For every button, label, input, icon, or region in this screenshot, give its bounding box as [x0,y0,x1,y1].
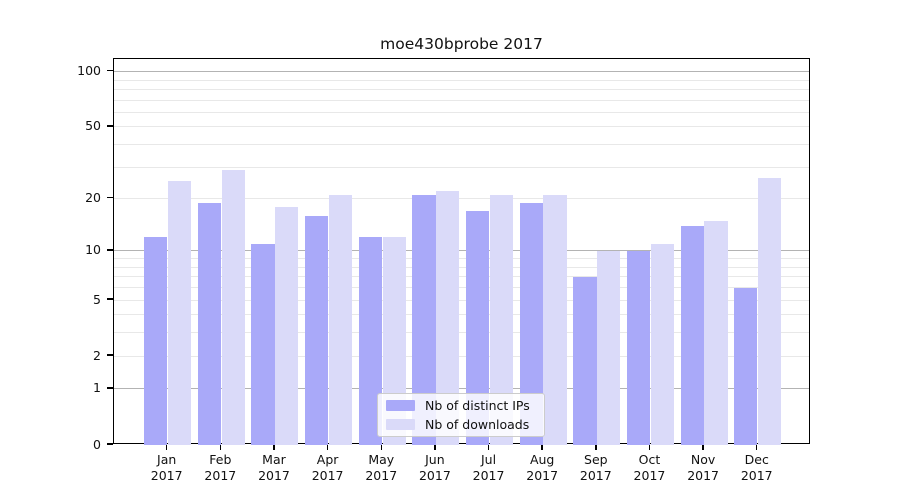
gridline-major-1 [114,388,809,390]
x-tick-label-oct: Oct 2017 [633,452,666,483]
y-tick-label-10: 10 [85,242,101,258]
legend-label-distinct-ips: Nb of distinct IPs [425,398,530,413]
y-tick-5 [107,298,113,300]
x-tick-jan [165,444,168,450]
bar-downloads-oct [650,243,674,445]
bar-downloads-apr [328,194,353,445]
x-tick-label-sep: Sep 2017 [579,452,612,483]
x-tick-label-may: May 2017 [365,452,398,483]
plot-area [113,58,810,445]
gridline-minor-7 [114,276,809,278]
y-tick-label-5: 5 [93,291,101,307]
bar-downloads-nov [704,220,728,445]
x-tick-may [380,444,382,450]
gridline-minor-8 [114,266,809,268]
y-tick-1 [107,387,113,389]
gridline-minor-30 [114,166,809,168]
bar-downloads-jan [168,181,192,445]
bar-distinct-ips-dec [734,287,758,445]
legend-item-downloads: Nb of downloads [386,417,534,432]
x-tick-label-jul: Jul 2017 [472,452,505,483]
gridline-minor-6 [114,287,809,289]
x-tick-label-apr: Apr 2017 [311,452,344,483]
bar-distinct-ips-may [358,237,382,445]
x-tick-mar [273,444,275,450]
y-tick-20 [107,196,113,199]
x-tick-dec [755,444,758,450]
x-tick-nov [702,444,704,450]
gridline-minor-9 [114,258,809,260]
bar-distinct-ips-jan [144,237,168,445]
legend-swatch-distinct-ips-icon [386,400,415,411]
gridline-minor-40 [114,144,809,146]
y-tick-label-1: 1 [93,380,101,396]
x-tick-label-dec: Dec 2017 [740,452,773,483]
x-tick-jun [434,444,436,450]
gridline-minor-50 [114,126,809,128]
x-tick-label-aug: Aug 2017 [526,452,559,483]
gridline-minor-60 [114,111,809,113]
x-tick-label-jun: Jun 2017 [418,452,451,483]
bar-distinct-ips-mar [251,243,275,445]
gridline-major-100 [114,71,809,73]
bar-downloads-jul [489,194,514,445]
bar-distinct-ips-oct [626,250,651,445]
legend-swatch-downloads-icon [386,419,415,430]
y-tick-label-50: 50 [85,118,101,134]
bar-downloads-dec [758,178,782,445]
gridline-minor-70 [114,99,809,101]
bar-downloads-jun [436,191,460,445]
y-tick-label-100: 100 [77,63,101,79]
x-tick-label-jan: Jan 2017 [150,452,183,483]
bar-downloads-mar [275,206,299,445]
y-tick-0 [107,443,113,445]
bar-distinct-ips-jul [466,211,490,445]
x-tick-feb [219,444,222,450]
bar-downloads-aug [543,194,567,445]
legend-item-distinct-ips: Nb of distinct IPs [386,398,534,413]
bar-distinct-ips-feb [197,202,222,445]
gridline-minor-20 [114,198,809,200]
y-tick-label-0: 0 [93,436,101,452]
x-tick-oct [648,444,651,450]
y-tick-label-20: 20 [85,190,101,206]
legend-label-downloads: Nb of downloads [425,417,530,432]
gridline-major-10 [114,250,809,252]
x-tick-label-feb: Feb 2017 [204,452,237,483]
y-tick-label-2: 2 [93,347,101,363]
gridline-minor-3 [114,332,809,334]
bar-distinct-ips-apr [305,215,329,445]
x-tick-label-mar: Mar 2017 [258,452,290,483]
gridline-minor-90 [114,79,809,81]
bar-distinct-ips-sep [573,276,597,445]
bar-distinct-ips-jun [412,194,436,445]
legend: Nb of distinct IPs Nb of downloads [377,393,545,437]
chart-title: moe430bprobe 2017 [380,35,543,53]
x-tick-label-nov: Nov 2017 [687,452,719,483]
x-tick-jul [487,444,490,450]
bar-distinct-ips-aug [519,202,543,445]
y-tick-100 [107,69,113,72]
y-tick-2 [107,354,113,356]
gridline-minor-2 [114,355,809,357]
x-tick-apr [326,444,329,450]
gridline-minor-5 [114,299,809,301]
gridline-minor-80 [114,88,809,90]
x-tick-aug [541,444,543,450]
bar-distinct-ips-nov [680,225,704,445]
x-tick-sep [595,444,597,450]
gridline-minor-4 [114,314,809,316]
bar-downloads-feb [221,169,245,445]
bar-downloads-sep [597,250,621,445]
y-tick-10 [107,249,113,251]
y-tick-50 [107,125,113,127]
